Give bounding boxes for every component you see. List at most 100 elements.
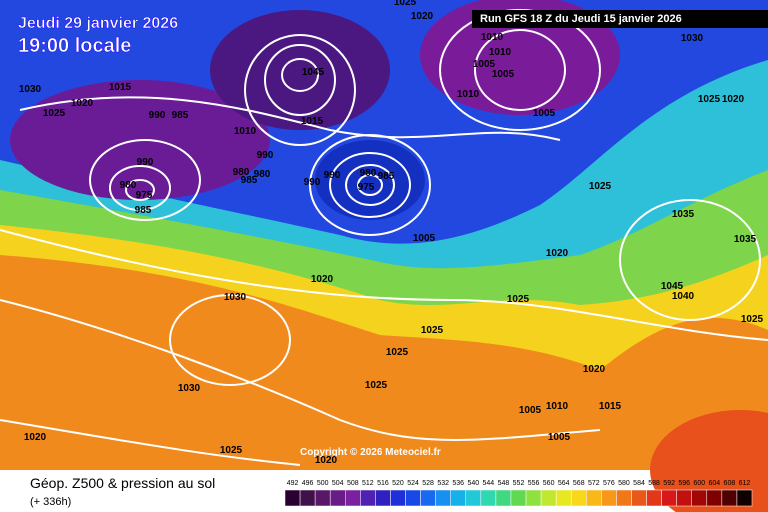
legend-label: 516 — [377, 480, 389, 487]
isobar-label: 1025 — [741, 314, 764, 325]
legend-swatch — [480, 489, 497, 507]
footer-lead: (+ 336h) — [30, 496, 71, 508]
isobar-label: 1030 — [19, 84, 42, 95]
legend-swatch — [586, 489, 602, 507]
isobar-label: 1020 — [411, 11, 434, 22]
legend-label: 608 — [724, 480, 736, 487]
isobar-label: 990 — [149, 110, 166, 121]
legend-swatch — [646, 489, 662, 507]
isobar-label: 985 — [378, 171, 395, 182]
legend-swatch — [570, 489, 587, 507]
legend-swatch — [375, 489, 391, 507]
legend-label: 572 — [588, 480, 600, 487]
isobar-label: 1035 — [672, 209, 695, 220]
isobar-label: 1005 — [492, 69, 515, 80]
legend-label: 560 — [543, 480, 555, 487]
legend-label: 596 — [678, 480, 690, 487]
isobar-label: 1005 — [473, 59, 496, 70]
isobar-label: 1045 — [661, 281, 684, 292]
legend-label: 584 — [633, 480, 645, 487]
legend-label: 504 — [332, 480, 344, 487]
legend-label: 532 — [437, 480, 449, 487]
isobar-label: 1010 — [234, 126, 257, 137]
legend-swatch — [721, 489, 738, 507]
legend-label: 540 — [467, 480, 479, 487]
isobar-label: 1010 — [489, 47, 512, 58]
isobar-label: 1025 — [589, 181, 612, 192]
legend-label: 604 — [708, 480, 720, 487]
legend-label: 564 — [558, 480, 570, 487]
valid-date: Jeudi 29 janvier 2026 — [18, 15, 178, 32]
isobar-label: 1020 — [311, 274, 334, 285]
isobar-label: 1015 — [301, 116, 324, 127]
isobar-label: 980 — [120, 180, 137, 191]
legend-swatch — [405, 489, 421, 507]
legend-swatch — [435, 489, 451, 507]
legend-label: 548 — [498, 480, 510, 487]
legend-swatch — [450, 489, 467, 507]
legend-swatch — [525, 489, 542, 507]
isobar-label: 1025 — [421, 325, 444, 336]
legend-swatch — [631, 489, 647, 507]
isobar-label: 1020 — [24, 432, 47, 443]
legend-label: 612 — [739, 480, 751, 487]
footer-title: Géop. Z500 & pression au sol — [30, 475, 215, 491]
legend-swatch — [661, 489, 677, 507]
isobar-label: 990 — [304, 177, 321, 188]
isobar-label: 1025 — [365, 380, 388, 391]
isobar-label: 975 — [136, 190, 153, 201]
isobar-label: 985 — [135, 205, 152, 216]
legend-label: 568 — [573, 480, 585, 487]
isobar-label: 990 — [137, 157, 154, 168]
isobar-label: 1025 — [394, 0, 417, 8]
isobar-label: 1015 — [109, 82, 132, 93]
isobar-label: 1015 — [599, 401, 622, 412]
isobar-label: 1030 — [178, 383, 201, 394]
copyright: Copyright © 2026 Meteociel.fr — [300, 447, 441, 458]
isobar-label: 1020 — [722, 94, 745, 105]
legend-label: 508 — [347, 480, 359, 487]
field — [210, 10, 390, 130]
legend-label: 576 — [603, 480, 615, 487]
isobar-label: 1005 — [519, 405, 542, 416]
legend-swatch — [736, 489, 753, 507]
legend-label: 528 — [422, 480, 434, 487]
legend-label: 600 — [693, 480, 705, 487]
isobar-label: 980 — [360, 168, 377, 179]
isobar-label: 980 — [233, 167, 250, 178]
isobar-label: 1045 — [302, 67, 325, 78]
isobar-label: 1025 — [698, 94, 721, 105]
legend-swatch — [329, 489, 346, 507]
isobar-label: 1025 — [220, 445, 243, 456]
isobar-label: 1005 — [548, 432, 571, 443]
isobar-label: 1005 — [533, 108, 556, 119]
legend-label: 492 — [287, 480, 299, 487]
isobar-label: 990 — [257, 150, 274, 161]
legend-swatch — [314, 489, 331, 507]
run-info: Run GFS 18 Z du Jeudi 15 janvier 2026 — [480, 13, 682, 25]
legend-label: 592 — [663, 480, 675, 487]
legend-label: 580 — [618, 480, 630, 487]
isobar-label: 1010 — [457, 89, 480, 100]
legend-label: 552 — [513, 480, 525, 487]
field — [420, 0, 620, 115]
isobar-label: 1010 — [546, 401, 569, 412]
isobar-label: 1030 — [681, 33, 704, 44]
isobar-label: 1025 — [386, 347, 409, 358]
isobar-label: 1030 — [224, 292, 247, 303]
run-box — [472, 10, 768, 28]
legend-label: 536 — [452, 480, 464, 487]
isobar-label: 1020 — [315, 455, 338, 466]
legend-label: 588 — [648, 480, 660, 487]
legend-swatch — [360, 489, 376, 507]
legend-swatch — [465, 489, 482, 507]
valid-time: 19:00 locale — [18, 35, 131, 57]
legend-label: 524 — [407, 480, 419, 487]
legend-label: 496 — [302, 480, 314, 487]
field — [650, 410, 768, 512]
legend-swatch — [616, 489, 632, 507]
legend-swatch — [540, 489, 557, 507]
legend-swatch — [284, 489, 301, 507]
isobar-label: 985 — [172, 110, 189, 121]
